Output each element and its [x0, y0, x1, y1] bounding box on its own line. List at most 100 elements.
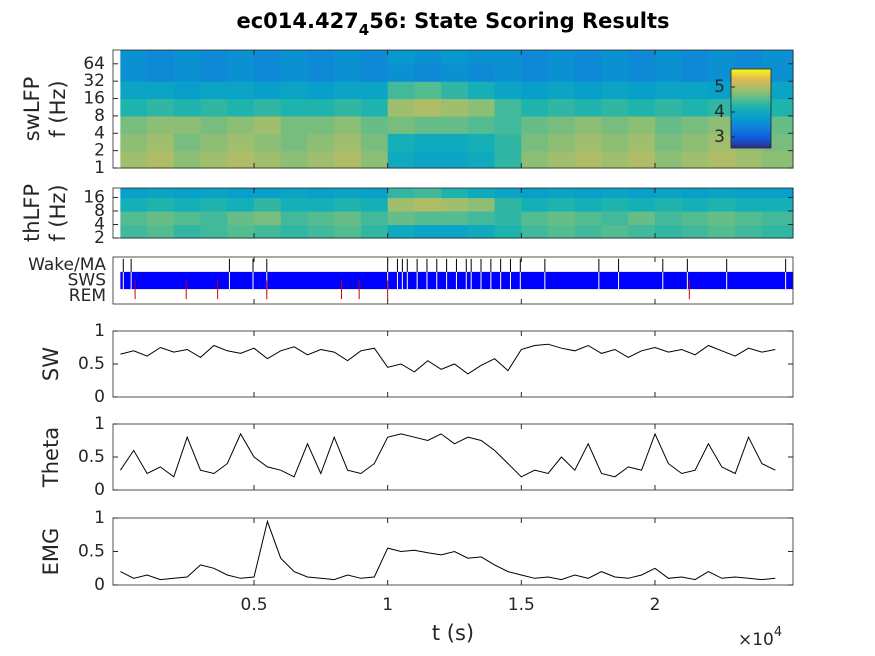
y-tick-label: 0 [94, 480, 105, 500]
heatmap-cell [681, 115, 710, 134]
heatmap-cell [334, 197, 362, 212]
heatmap-cell [200, 133, 228, 152]
heatmap-cell [574, 188, 603, 199]
heatmap-cell [628, 197, 656, 212]
heatmap-cell [628, 188, 656, 199]
heatmap-cell [467, 188, 496, 199]
heatmap-cell [441, 210, 469, 226]
heatmap-cell [334, 115, 362, 134]
heatmap-cell [708, 150, 736, 169]
heatmap-cell [147, 81, 175, 100]
x-tick-label: 0.5 [240, 595, 267, 615]
heatmap-cell [708, 115, 736, 134]
heatmap-cell [441, 197, 469, 212]
axes-box [112, 423, 794, 491]
heatmap-cell [681, 50, 710, 65]
heatmap-cell [494, 210, 522, 226]
heatmap-cell [334, 81, 362, 100]
heatmap-cell [708, 98, 736, 117]
heatmap-cell [654, 63, 683, 82]
heatmap-cell [227, 188, 255, 199]
heatmap-cell [467, 115, 496, 134]
heatmap-cell [467, 133, 496, 152]
heatmap-cell [601, 133, 629, 152]
heatmap-cell [254, 197, 282, 212]
heatmap-cell [601, 210, 629, 226]
heatmap-cell [708, 81, 736, 100]
heatmap-cell [628, 210, 656, 226]
heatmap-cell [654, 98, 683, 117]
heatmap-cell [494, 98, 522, 117]
heatmap-cell [414, 133, 442, 152]
heatmap-cell [120, 224, 148, 239]
heatmap-cell [521, 63, 549, 82]
heatmap-cell [254, 115, 282, 134]
signal-line [120, 343, 776, 375]
heatmap-cell [120, 197, 148, 212]
y-tick-label: 1 [94, 321, 105, 341]
heatmap-cell [360, 50, 389, 65]
heatmap-cell [467, 224, 496, 239]
y-tick-label: Wake/MA [28, 255, 106, 275]
heatmap-cell [414, 150, 442, 169]
x-tick-label: 1 [382, 595, 393, 615]
heatmap-cell [574, 63, 603, 82]
heatmap-cell [360, 150, 389, 169]
heatmap-cell [521, 150, 549, 169]
heatmap-cell [494, 115, 522, 134]
y-tick-label: 0.5 [78, 354, 105, 374]
heatmap-cell [467, 63, 496, 82]
heatmap-cell [414, 197, 442, 212]
heatmap-cell [601, 197, 629, 212]
heatmap-cell [254, 98, 282, 117]
heatmap-cell [574, 98, 603, 117]
panel: 0 0.5 1 Theta [39, 414, 794, 500]
heatmap-cell [200, 115, 228, 134]
heatmap-cell [681, 188, 710, 199]
heatmap-cell [441, 224, 469, 239]
heatmap-cell [254, 133, 282, 152]
heatmap-cell [548, 98, 576, 117]
heatmap-cell [441, 115, 469, 134]
heatmap-cell [548, 81, 576, 100]
heatmap-cell [147, 150, 175, 169]
heatmap-cell [414, 50, 442, 65]
heatmap-cell [147, 50, 175, 65]
heatmap-cell [147, 63, 175, 82]
heatmap-cell [467, 98, 496, 117]
heatmap-cell [628, 50, 656, 65]
heatmap-cell [654, 50, 683, 65]
heatmap-cell [521, 50, 549, 65]
heatmap-cell [735, 188, 763, 199]
heatmap-cell [387, 133, 415, 152]
y-tick-label: 8 [94, 106, 105, 126]
heatmap-cell [280, 224, 309, 239]
heatmap-cell [681, 224, 710, 239]
heatmap-cell [574, 133, 603, 152]
colorbar-tick-label: 3 [714, 127, 725, 147]
heatmap-cell [494, 81, 522, 100]
heatmap-cell [441, 188, 469, 199]
heatmap-cell [654, 197, 683, 212]
heatmap-cell [360, 224, 389, 239]
chart-title: ec014.427456: State Scoring Results [236, 9, 669, 39]
heatmap-cell [521, 210, 549, 226]
heatmap-cell [494, 197, 522, 212]
heatmap-cell [173, 50, 202, 65]
heatmap-cell [387, 63, 415, 82]
heatmap-cell [120, 188, 148, 199]
heatmap-cell [467, 210, 496, 226]
colorbar-tick-label: 4 [714, 102, 725, 122]
heatmap-cell [601, 63, 629, 82]
heatmap-cell [548, 210, 576, 226]
heatmap-cell [494, 133, 522, 152]
heatmap-cell [628, 150, 656, 169]
title-part: 56: State Scoring Results [369, 9, 669, 33]
heatmap-cell [334, 63, 362, 82]
heatmap-cell [601, 115, 629, 134]
heatmap-cell [654, 188, 683, 199]
heatmap-cell [548, 63, 576, 82]
x-axis-label: t (s) [432, 621, 474, 645]
heatmap-cell [307, 50, 335, 65]
